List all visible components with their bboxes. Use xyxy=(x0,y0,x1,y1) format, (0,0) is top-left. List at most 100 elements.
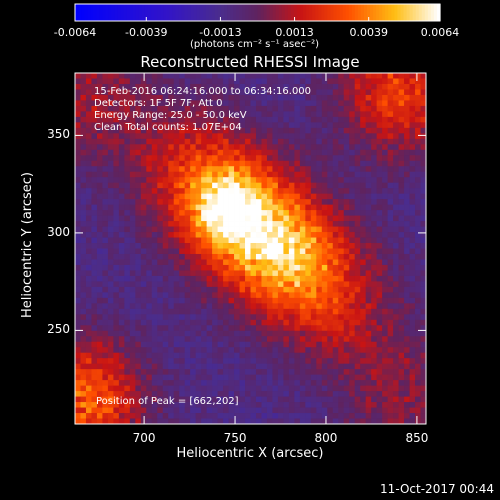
heatmap-cell xyxy=(107,199,114,206)
heatmap-cell xyxy=(409,204,416,211)
colorbar-segment xyxy=(217,4,222,21)
heatmap-cell xyxy=(288,352,295,359)
heatmap-cell xyxy=(288,144,295,151)
heatmap-cell xyxy=(371,275,378,282)
heatmap-cell xyxy=(420,215,427,222)
heatmap-cell xyxy=(360,193,367,200)
heatmap-cell xyxy=(179,232,186,238)
heatmap-cell xyxy=(343,253,350,260)
heatmap-cell xyxy=(151,122,158,129)
colorbar-segment xyxy=(144,4,149,21)
heatmap-cell xyxy=(228,122,235,129)
heatmap-cell xyxy=(277,116,284,123)
heatmap-cell xyxy=(173,226,180,233)
heatmap-cell xyxy=(195,308,202,315)
heatmap-cell xyxy=(228,308,235,315)
heatmap-cell xyxy=(135,292,142,299)
heatmap-cell xyxy=(113,275,120,282)
heatmap-cell xyxy=(398,275,405,282)
heatmap-cell xyxy=(157,166,164,173)
heatmap-cell xyxy=(393,111,399,118)
heatmap-cell xyxy=(245,363,251,370)
heatmap-cell xyxy=(168,418,175,425)
heatmap-cell xyxy=(277,237,284,244)
heatmap-cell xyxy=(321,160,328,167)
heatmap-cell xyxy=(135,303,142,310)
heatmap-cell xyxy=(409,363,416,370)
heatmap-cell xyxy=(310,111,317,118)
heatmap-cell xyxy=(195,253,202,260)
heatmap-cell xyxy=(310,297,317,304)
heatmap-cell xyxy=(272,204,279,211)
heatmap-cell xyxy=(294,319,301,326)
heatmap-cell xyxy=(85,105,92,112)
heatmap-cell xyxy=(162,270,169,277)
colorbar-segment xyxy=(263,4,268,21)
heatmap-cell xyxy=(327,111,334,118)
heatmap-cell xyxy=(140,385,147,392)
heatmap-cell xyxy=(404,116,410,123)
heatmap-cell xyxy=(277,369,284,376)
heatmap-cell xyxy=(223,292,229,299)
heatmap-cell xyxy=(234,391,240,397)
heatmap-cell xyxy=(179,122,186,129)
heatmap-cell xyxy=(129,144,136,151)
heatmap-cell xyxy=(195,73,202,79)
heatmap-cell xyxy=(266,380,273,387)
heatmap-cell xyxy=(118,308,125,315)
heatmap-cell xyxy=(195,155,202,162)
heatmap-cell xyxy=(371,270,378,277)
heatmap-cell xyxy=(140,391,147,397)
heatmap-cell xyxy=(299,396,306,403)
heatmap-cell xyxy=(190,380,197,387)
heatmap-cell xyxy=(162,243,169,249)
heatmap-cell xyxy=(250,105,257,112)
heatmap-cell xyxy=(118,243,125,249)
heatmap-cell xyxy=(179,286,186,293)
heatmap-cell xyxy=(195,380,202,387)
heatmap-cell xyxy=(404,111,410,118)
heatmap-cell xyxy=(96,308,103,315)
heatmap-cell xyxy=(371,122,378,129)
heatmap-cell xyxy=(168,347,175,354)
heatmap-cell xyxy=(113,270,120,277)
heatmap-cell xyxy=(228,319,235,326)
heatmap-cell xyxy=(102,374,109,381)
heatmap-cell xyxy=(80,204,87,211)
heatmap-cell xyxy=(184,89,191,96)
heatmap-cell xyxy=(201,248,208,255)
heatmap-cell xyxy=(338,418,345,425)
heatmap-cell xyxy=(228,336,235,343)
heatmap-cell xyxy=(321,83,328,90)
heatmap-cell xyxy=(316,253,323,260)
heatmap-cell xyxy=(376,314,383,321)
heatmap-cell xyxy=(173,253,180,260)
heatmap-cell xyxy=(179,160,186,167)
heatmap-cell xyxy=(338,232,345,238)
heatmap-cell xyxy=(113,210,120,216)
heatmap-cell xyxy=(234,330,240,337)
heatmap-cell xyxy=(365,352,372,359)
heatmap-cell xyxy=(228,363,235,370)
heatmap-cell xyxy=(173,111,180,118)
heatmap-cell xyxy=(190,111,197,118)
heatmap-cell xyxy=(80,418,87,425)
heatmap-cell xyxy=(310,396,317,403)
heatmap-cell xyxy=(223,166,229,173)
heatmap-cell xyxy=(96,292,103,299)
heatmap-cell xyxy=(206,402,213,408)
heatmap-cell xyxy=(107,122,114,129)
heatmap-cell xyxy=(234,264,240,271)
heatmap-cell xyxy=(228,281,235,288)
heatmap-cell xyxy=(409,286,416,293)
heatmap-cell xyxy=(223,259,229,266)
heatmap-cell xyxy=(195,89,202,96)
heatmap-cell xyxy=(239,149,246,156)
heatmap-cell xyxy=(75,413,81,419)
heatmap-cell xyxy=(360,155,367,162)
heatmap-cell xyxy=(327,232,334,238)
heatmap-cell xyxy=(190,155,197,162)
heatmap-cell xyxy=(129,336,136,343)
heatmap-cell xyxy=(96,325,103,332)
heatmap-cell xyxy=(420,281,427,288)
